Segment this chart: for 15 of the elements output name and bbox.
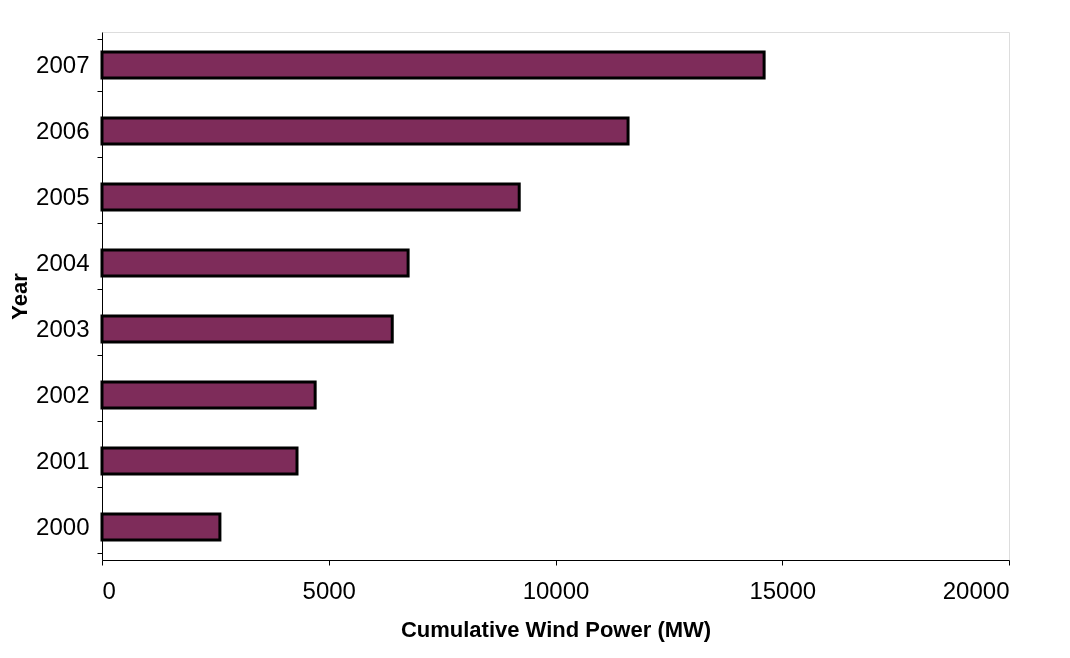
y-tick-label: 2002 bbox=[36, 380, 90, 408]
y-tick-label: 2005 bbox=[36, 182, 90, 210]
x-tick-label: 10000 bbox=[522, 576, 590, 604]
y-tick-label: 2000 bbox=[36, 512, 90, 540]
y-tick-label: 2003 bbox=[36, 314, 90, 342]
y-tick-label: 2001 bbox=[36, 446, 90, 474]
x-axis-title: Cumulative Wind Power (MW) bbox=[400, 616, 712, 642]
x-tick-label: 20000 bbox=[942, 576, 1010, 604]
y-tick-label: 2006 bbox=[36, 116, 90, 144]
x-tick-label: 0 bbox=[102, 576, 116, 604]
x-tick-label: 15000 bbox=[749, 576, 817, 604]
y-axis-title: Year bbox=[7, 272, 33, 320]
x-tick-label: 5000 bbox=[302, 576, 356, 604]
y-tick-label: 2004 bbox=[36, 248, 90, 276]
y-tick-label: 2007 bbox=[36, 50, 90, 78]
